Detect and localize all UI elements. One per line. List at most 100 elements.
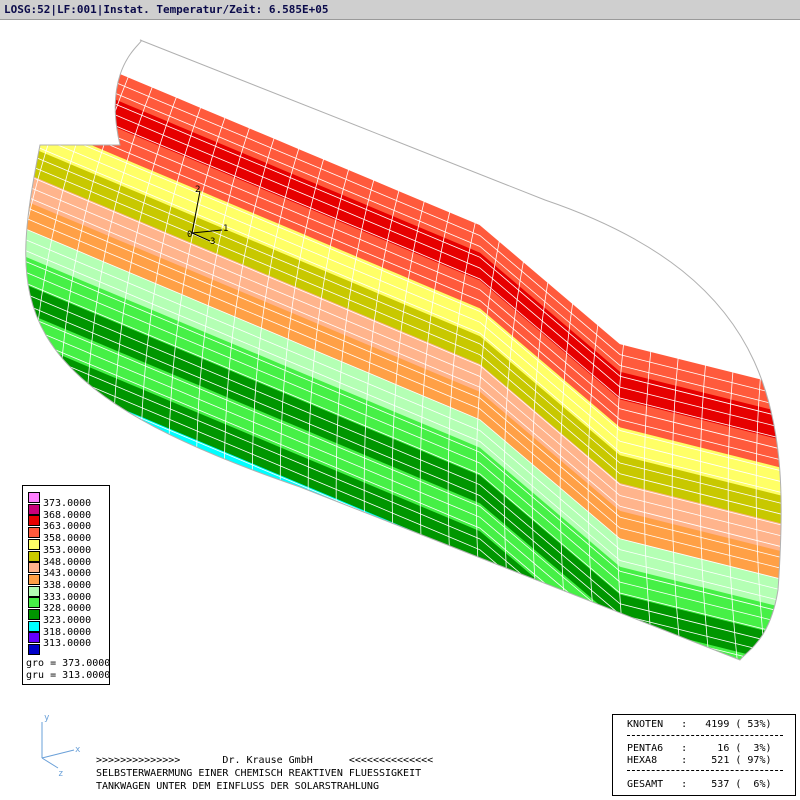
legend-swatch	[28, 632, 40, 644]
mesh-line	[784, 20, 800, 800]
triad-axis-3-label: 3	[210, 237, 215, 247]
temperature-band	[25, 301, 782, 660]
stat-penta6: PENTA6 : 16 ( 3%)	[627, 743, 772, 754]
view-axes-icon: y x z	[41, 713, 81, 779]
legend-label: 313.0000	[43, 638, 92, 650]
mesh-line	[139, 40, 239, 660]
legend-swatch	[28, 538, 40, 550]
tank-outline	[25, 39, 782, 661]
legend-swatch	[28, 644, 40, 656]
temperature-band	[25, 162, 782, 557]
mesh-line	[25, 207, 782, 574]
mesh-line	[25, 152, 782, 520]
stat-hexa8: HEXA8 : 521 ( 97%)	[627, 755, 772, 766]
legend-swatch	[28, 620, 40, 632]
legend-label: 363.0000	[43, 521, 92, 533]
mesh-line	[25, 98, 782, 465]
legend-label: 348.0000	[43, 556, 92, 568]
mesh-line	[25, 40, 782, 400]
fem-viewport[interactable]: 2 1 3 0 y x z	[0, 20, 800, 800]
mesh-line	[111, 40, 211, 660]
temperature-band	[25, 106, 782, 501]
mesh-line	[25, 142, 782, 509]
mesh-line	[25, 77, 782, 444]
mesh-line	[83, 40, 183, 660]
legend-label: 358.0000	[43, 533, 92, 545]
mesh-line	[195, 40, 295, 660]
mesh-line	[25, 163, 782, 530]
legend-label: 368.0000	[43, 509, 92, 521]
legend-label: 353.0000	[43, 544, 92, 556]
model-description: >>>>>>>>>>>>>> Dr. Krause GmbH <<<<<<<<<…	[96, 754, 433, 793]
model-statistics: KNOTEN : 4199 ( 53%) PENTA6 : 16 ( 3%) H…	[612, 714, 796, 796]
mesh-line	[25, 217, 782, 585]
legend-label: 373.0000	[43, 498, 92, 509]
legend-swatch	[28, 503, 40, 515]
mesh-line	[25, 239, 782, 606]
mesh-line	[25, 250, 782, 617]
view-axis-y: y	[44, 713, 50, 723]
legend-swatch	[28, 597, 40, 609]
legend-label: 328.0000	[43, 603, 92, 615]
mesh-line	[25, 109, 782, 476]
temperature-band	[25, 78, 782, 474]
stat-separator	[627, 735, 783, 736]
title-bar: LOSG:52|LF:001|Instat. Temperatur/Zeit: …	[0, 0, 800, 20]
temperature-band	[25, 329, 782, 660]
temperature-band	[25, 273, 782, 660]
legend-label: 338.0000	[43, 579, 92, 591]
mesh-line	[25, 66, 782, 433]
temperature-band	[25, 40, 782, 418]
legend-label: 318.0000	[43, 626, 92, 638]
legend-label: 323.0000	[43, 615, 92, 626]
legend-label: 333.0000	[43, 591, 92, 603]
credits-line-2: SELBSTERWAERMUNG EINER CHEMISCH REAKTIVE…	[96, 768, 422, 779]
legend-swatch	[28, 515, 40, 527]
window-title: LOSG:52|LF:001|Instat. Temperatur/Zeit: …	[4, 3, 329, 16]
tank-surface	[25, 40, 782, 660]
view-axis-x: x	[75, 745, 81, 755]
mesh-line	[25, 282, 782, 650]
mesh-line	[25, 120, 782, 487]
legend-gru: gru = 313.0000	[26, 670, 111, 681]
temperature-band	[25, 218, 782, 613]
stat-knoten: KNOTEN : 4199 ( 53%)	[627, 719, 772, 730]
legend-swatch	[28, 550, 40, 562]
triad-axis-1-label: 1	[223, 224, 228, 234]
legend-swatch	[28, 609, 40, 620]
legend-gro: gro = 373.0000	[26, 658, 111, 669]
mesh-line	[25, 44, 782, 411]
credits-line-3: TANKWAGEN UNTER DEM EINFLUSS DER SOLARST…	[96, 781, 379, 792]
mesh-line	[223, 40, 323, 660]
triad-axis-2-label: 2	[195, 185, 200, 195]
stat-gesamt: GESAMT : 537 ( 6%)	[627, 779, 772, 790]
credits-line-1: >>>>>>>>>>>>>> Dr. Krause GmbH <<<<<<<<<…	[96, 755, 434, 766]
legend-swatch	[28, 492, 40, 503]
legend-label: 343.0000	[43, 568, 92, 580]
mesh-line	[251, 40, 351, 660]
temperature-band	[25, 246, 782, 641]
mesh-line	[25, 131, 782, 498]
temperature-band	[25, 190, 782, 585]
legend-swatch	[28, 573, 40, 585]
mesh-line	[25, 228, 782, 595]
legend-swatch	[28, 585, 40, 597]
triad-origin-label: 0	[187, 230, 192, 240]
stat-separator	[627, 770, 783, 771]
legend-swatch	[28, 527, 40, 539]
mesh-line	[25, 261, 782, 628]
temperature-band	[25, 134, 782, 529]
mesh-line	[727, 40, 782, 660]
mesh-line	[25, 293, 782, 660]
mesh-line	[25, 337, 782, 660]
view-axis-z: z	[58, 769, 63, 779]
mesh-line	[25, 55, 782, 422]
mesh-line	[25, 40, 782, 390]
coordinate-triad: 2 1 3 0	[187, 185, 228, 247]
mesh-line	[25, 87, 782, 455]
mesh-line	[25, 272, 782, 639]
temperature-band	[25, 51, 782, 446]
mesh-line	[25, 185, 782, 552]
legend-swatch	[28, 562, 40, 574]
mesh-line	[25, 347, 782, 660]
